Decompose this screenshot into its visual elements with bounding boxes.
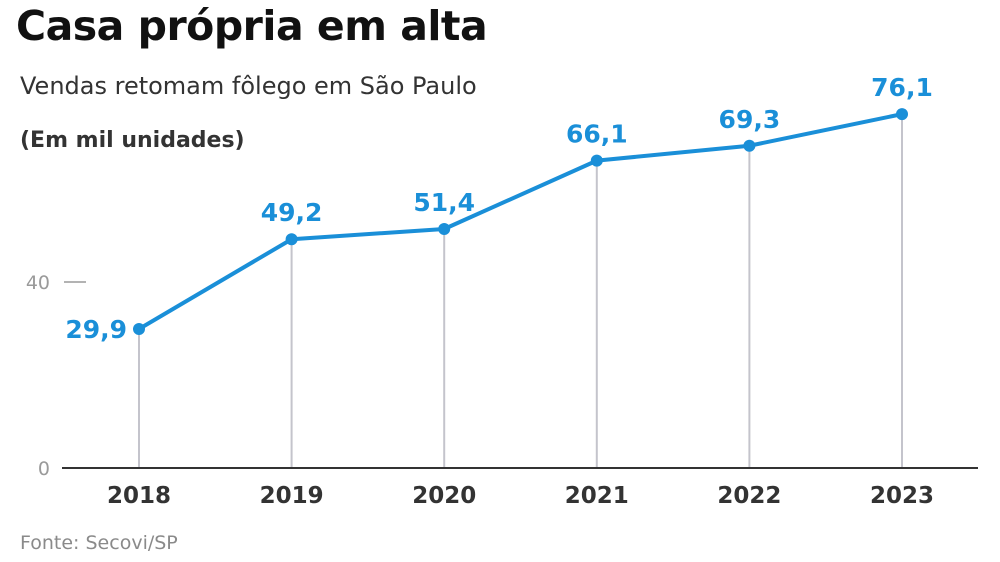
x-tick-label: 2019	[260, 483, 324, 509]
y-tick-label: 0	[38, 458, 50, 480]
x-tick-label: 2020	[412, 483, 476, 509]
data-point	[896, 108, 908, 121]
series-line	[137, 112, 904, 331]
data-point	[133, 322, 145, 335]
data-point	[285, 233, 298, 246]
x-tick-label: 2021	[565, 483, 629, 509]
chart-title: Casa própria em alta	[16, 2, 488, 50]
data-point	[590, 154, 603, 167]
data-label: 76,1	[871, 73, 933, 102]
data-label: 69,3	[719, 105, 781, 134]
chart-subtitle: Vendas retomam fôlego em São Paulo	[20, 72, 477, 100]
data-label: 66,1	[566, 120, 628, 149]
data-label: 49,2	[261, 198, 323, 227]
x-tick-label: 2023	[870, 483, 934, 509]
y-tick-label: 40	[26, 272, 50, 294]
x-tick-label: 2018	[107, 483, 171, 509]
data-label: 51,4	[413, 188, 475, 217]
x-tick-label: 2022	[717, 483, 781, 509]
data-point	[438, 222, 451, 235]
data-label: 29,9	[65, 315, 127, 344]
unit-label: (Em mil unidades)	[20, 128, 245, 153]
source-note: Fonte: Secovi/SP	[20, 532, 178, 554]
data-point	[743, 139, 756, 152]
